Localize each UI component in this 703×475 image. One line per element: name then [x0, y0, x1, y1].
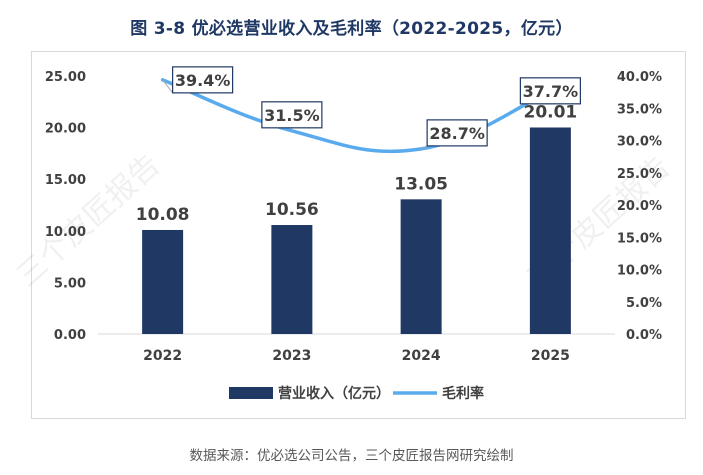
margin-label-leader: [420, 145, 428, 150]
revenue-bar: [142, 229, 184, 334]
y-left-tick-label: 20.00: [45, 122, 86, 137]
margin-label-box: [172, 66, 234, 94]
legend-bar-swatch: [229, 387, 273, 399]
x-tick-label: 2023: [272, 348, 311, 364]
margin-label-box: [519, 77, 581, 105]
revenue-bar-label: 10.08: [136, 205, 190, 225]
chart-title: 图 3-8 优必选营业收入及毛利率（2022-2025，亿元）: [130, 19, 573, 39]
revenue-bar: [529, 127, 571, 335]
revenue-bar-label: 10.56: [265, 200, 319, 220]
chart-frame: [31, 51, 686, 419]
y-right-tick-label: 25.0%: [617, 167, 662, 182]
x-tick-label: 2024: [402, 348, 441, 364]
y-left-tick-label: 5.00: [54, 276, 86, 291]
margin-label-box: [426, 119, 488, 147]
y-right-tick-label: 0.0%: [626, 328, 662, 343]
x-tick-label: 2025: [531, 348, 570, 364]
revenue-bar-label: 13.05: [394, 174, 448, 194]
y-right-tick-label: 15.0%: [617, 231, 662, 246]
revenue-bar: [271, 225, 313, 334]
legend-line-label: 毛利率: [442, 385, 484, 402]
y-left-tick-label: 15.00: [45, 173, 86, 188]
y-left-tick-label: 25.00: [45, 70, 86, 85]
y-right-tick-label: 40.0%: [617, 70, 662, 85]
margin-data-label: 39.4%: [175, 71, 231, 90]
y-right-tick-label: 10.0%: [617, 264, 662, 279]
margin-data-label: 37.7%: [523, 82, 579, 101]
y-right-tick-label: 35.0%: [617, 102, 662, 117]
margin-label-leader: [162, 79, 174, 94]
y-right-tick-label: 5.0%: [626, 296, 662, 311]
margin-label-box: [261, 101, 323, 129]
y-right-tick-label: 20.0%: [617, 199, 662, 214]
source-note: 数据来源：优必选公司公告，三个皮匠报告网研究绘制: [189, 448, 514, 464]
legend-bar-label: 营业收入（亿元）: [278, 385, 390, 402]
y-right-tick-label: 30.0%: [617, 135, 662, 150]
x-tick-label: 2022: [143, 348, 182, 364]
margin-data-label: 28.7%: [429, 124, 485, 143]
margin-data-label: 31.5%: [264, 106, 320, 125]
y-left-tick-label: 10.00: [45, 225, 86, 240]
y-left-tick-label: 0.00: [54, 328, 86, 343]
revenue-bar-label: 20.01: [523, 102, 577, 122]
revenue-bar: [400, 199, 442, 334]
gross-margin-line: [160, 78, 553, 154]
